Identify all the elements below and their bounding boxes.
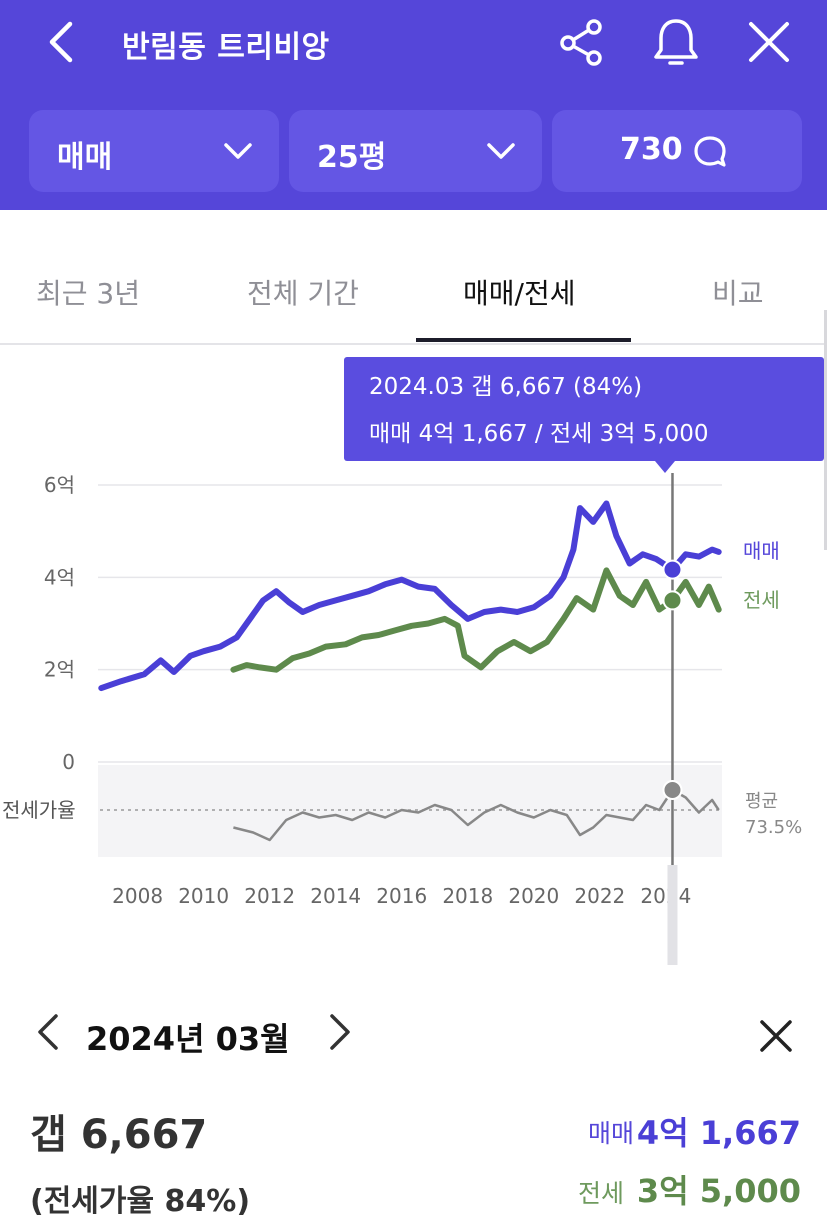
trade-type-value: 매매 [57,140,113,175]
month-detail-panel: 2024년 03월 갭 6,667 (전세가율 84%) 매매 4억 1,667… [0,990,827,1228]
x-tick-label: 2014 [310,884,361,908]
sale-point-marker [662,559,683,580]
x-tick-label: 2024 [640,884,691,908]
x-tick-label: 2012 [244,884,295,908]
x-tick-label: 2022 [574,884,625,908]
ratio-average-label: 평균 [745,791,778,812]
size-value: 25평 [317,140,387,175]
sale-price: 4억 1,667 [636,1114,801,1152]
legend-sale: 매매 [743,539,780,563]
x-tick-label: 2010 [178,884,229,908]
close-icon [749,22,789,62]
sale-price-line [98,500,722,692]
bell-icon [654,19,698,65]
share-button[interactable] [556,16,608,68]
chevron-left-icon [49,21,73,63]
x-tick-label: 2008 [112,884,163,908]
rent-ratio-text: (전세가율 84%) [30,1184,251,1219]
comments-button[interactable]: 730 [552,110,802,192]
gap-amount: 갭 6,667 [30,1112,208,1158]
active-tab-indicator [416,338,631,342]
close-detail-button[interactable] [756,1016,796,1056]
period-tabs: 최근 3년 전체 기간 매매/전세 비교 [0,250,827,345]
x-tick-label: 2016 [376,884,427,908]
size-dropdown[interactable]: 25평 [289,110,542,192]
trade-type-dropdown[interactable]: 매매 [29,110,279,192]
x-tick-label: 2018 [442,884,493,908]
next-month-button[interactable] [326,1012,354,1052]
app-header: 반림동 트리비앙 매매 [0,0,827,210]
price-chart[interactable]: 6억 4억 2억 0 전세가율 평균 73.5% 2008 2010 2012 2014 20… [0,310,827,970]
tab-recent-3-years[interactable]: 최근 3년 [36,277,140,310]
scrollbar[interactable] [824,310,827,550]
y-tick-label: 2억 [44,658,75,682]
tab-compare[interactable]: 비교 [712,277,764,310]
sale-label: 매매 [587,1119,634,1148]
rent-price-line [230,567,722,673]
tooltip-line-2: 매매 4억 1,667 / 전세 3억 5,000 [369,421,709,447]
close-button[interactable] [743,16,795,68]
ratio-label: 전세가율 [2,798,76,822]
share-icon [560,19,602,66]
nav-bar: 반림동 트리비앙 [0,0,827,82]
comment-count: 730 [620,132,683,167]
notification-button[interactable] [650,16,702,68]
rent-point-marker [662,590,683,611]
rent-price: 3억 5,000 [636,1172,801,1210]
y-tick-label: 0 [62,750,75,774]
prev-month-button[interactable] [34,1012,62,1052]
tab-full-period[interactable]: 전체 기간 [247,277,359,310]
tab-sale-rent[interactable]: 매매/전세 [463,277,576,310]
y-tick-label: 4억 [44,565,75,589]
page-title: 반림동 트리비앙 [122,30,330,65]
legend-rent: 전세 [743,588,780,612]
chat-bubble-icon [694,136,726,167]
chart-tooltip: 2024.03 갭 6,667 (84%) 매매 4억 1,667 / 전세 3… [344,357,824,473]
ratio-average-value: 73.5% [745,817,802,838]
selected-month: 2024년 03월 [86,1020,290,1058]
x-tick-label: 2020 [508,884,559,908]
back-button[interactable] [40,18,90,66]
chevron-down-icon [487,143,515,159]
price-chart-svg: 6억 4억 2억 0 전세가율 평균 73.5% 2008 2010 2012 2014 20… [2,357,824,965]
chevron-down-icon [224,143,252,159]
rent-label: 전세 [577,1179,624,1208]
tooltip-line-1: 2024.03 갭 6,667 (84%) [369,374,642,400]
y-tick-label: 6억 [44,473,75,497]
rent-ratio-line [233,788,720,842]
ratio-point-marker [662,780,683,800]
